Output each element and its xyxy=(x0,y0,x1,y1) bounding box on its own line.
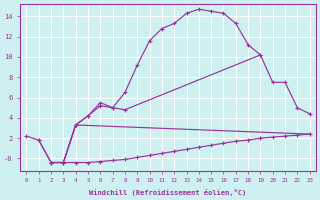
X-axis label: Windchill (Refroidissement éolien,°C): Windchill (Refroidissement éolien,°C) xyxy=(90,189,247,196)
